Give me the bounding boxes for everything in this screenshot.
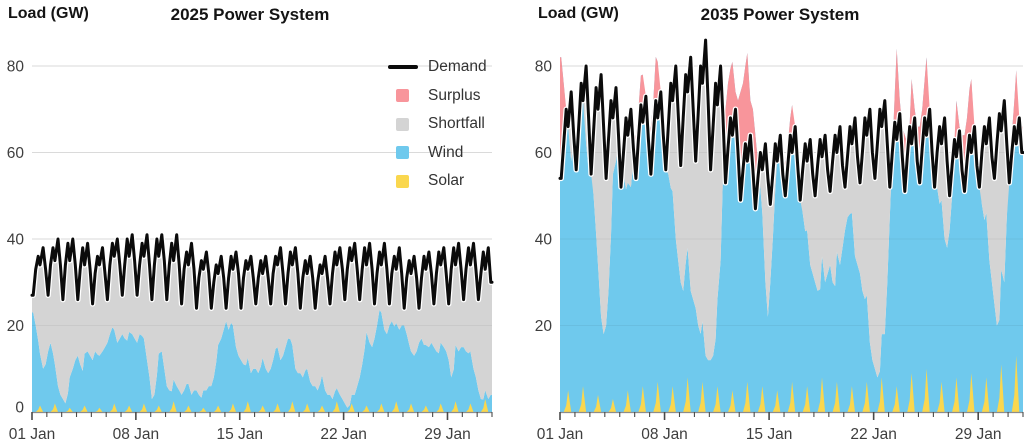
solar-area — [32, 399, 492, 412]
swatch-demand — [387, 65, 418, 70]
x-axis: 01 Jan 08 Jan 15 Jan 22 Jan 29 Jan — [537, 411, 1024, 443]
legend-label: Solar — [428, 172, 465, 190]
y-tick-label-0: 0 — [15, 400, 24, 417]
legend-label: Shortfall — [428, 115, 485, 133]
x-tick-label: 01 Jan — [9, 426, 56, 443]
surplus-area — [560, 40, 1023, 209]
y-tick-label-40: 40 — [7, 232, 25, 249]
y-tick-label-80: 80 — [7, 59, 25, 76]
legend-label: Surplus — [428, 86, 481, 104]
chart-title-2035: 2035 Power System — [700, 5, 860, 24]
swatch-surplus — [396, 89, 409, 103]
legend-line-swatch — [387, 65, 418, 70]
solar-area — [560, 355, 1023, 412]
y-tick-label-60: 60 — [7, 145, 25, 162]
legend-item-wind: Wind — [387, 139, 487, 168]
demand-line — [30, 233, 494, 310]
legend-color-swatch — [387, 146, 418, 160]
legend-item-solar: Solar — [387, 167, 487, 196]
chart-title-2025: 2025 Power System — [170, 5, 330, 24]
swatch-shortfall — [396, 117, 409, 131]
y-tick-label-80: 80 — [535, 59, 553, 76]
legend-color-swatch — [387, 89, 418, 103]
wind-area — [560, 48, 1023, 412]
x-tick-label: 15 Jan — [746, 426, 793, 443]
legend-item-demand: Demand — [387, 53, 487, 82]
x-tick-label: 15 Jan — [216, 426, 263, 443]
y-tick-label-60: 60 — [535, 145, 553, 162]
legend-item-shortfall: Shortfall — [387, 110, 487, 139]
x-tick-label: 29 Jan — [955, 426, 1002, 443]
x-tick-label: 01 Jan — [537, 426, 584, 443]
swatch-wind — [396, 146, 409, 160]
x-tick-label: 22 Jan — [320, 426, 367, 443]
wind-area — [32, 309, 492, 412]
x-axis: 01 Jan 08 Jan 15 Jan 22 Jan 29 Jan — [9, 411, 493, 443]
y-tick-label-40: 40 — [535, 232, 553, 249]
legend: Demand Surplus Shortfall Wind Solar — [387, 53, 487, 196]
legend-item-surplus: Surplus — [387, 82, 487, 111]
demand-line — [558, 38, 1024, 211]
y-tick-label-20: 20 — [7, 318, 25, 335]
legend-label: Wind — [428, 143, 464, 161]
shortfall-area — [560, 40, 1023, 378]
legend-color-swatch — [387, 174, 418, 188]
legend-label: Demand — [428, 58, 487, 76]
x-tick-label: 29 Jan — [424, 426, 471, 443]
y-axis-title-left: Load (GW) — [8, 5, 89, 22]
chart-2035: 01 Jan 08 Jan 15 Jan 22 Jan 29 Jan 20 40 60 80 — [535, 37, 1024, 443]
y-axis-title-right: Load (GW) — [538, 5, 619, 22]
chart-2025: 01 Jan 08 Jan 15 Jan 22 Jan 29 Jan 0 20 40 60 80 — [7, 59, 495, 443]
x-tick-label: 22 Jan — [850, 426, 897, 443]
swatch-solar — [396, 174, 409, 188]
y-tick-label-20: 20 — [535, 318, 553, 335]
x-tick-label: 08 Jan — [641, 426, 688, 443]
legend-color-swatch — [387, 117, 418, 131]
x-tick-label: 08 Jan — [113, 426, 160, 443]
